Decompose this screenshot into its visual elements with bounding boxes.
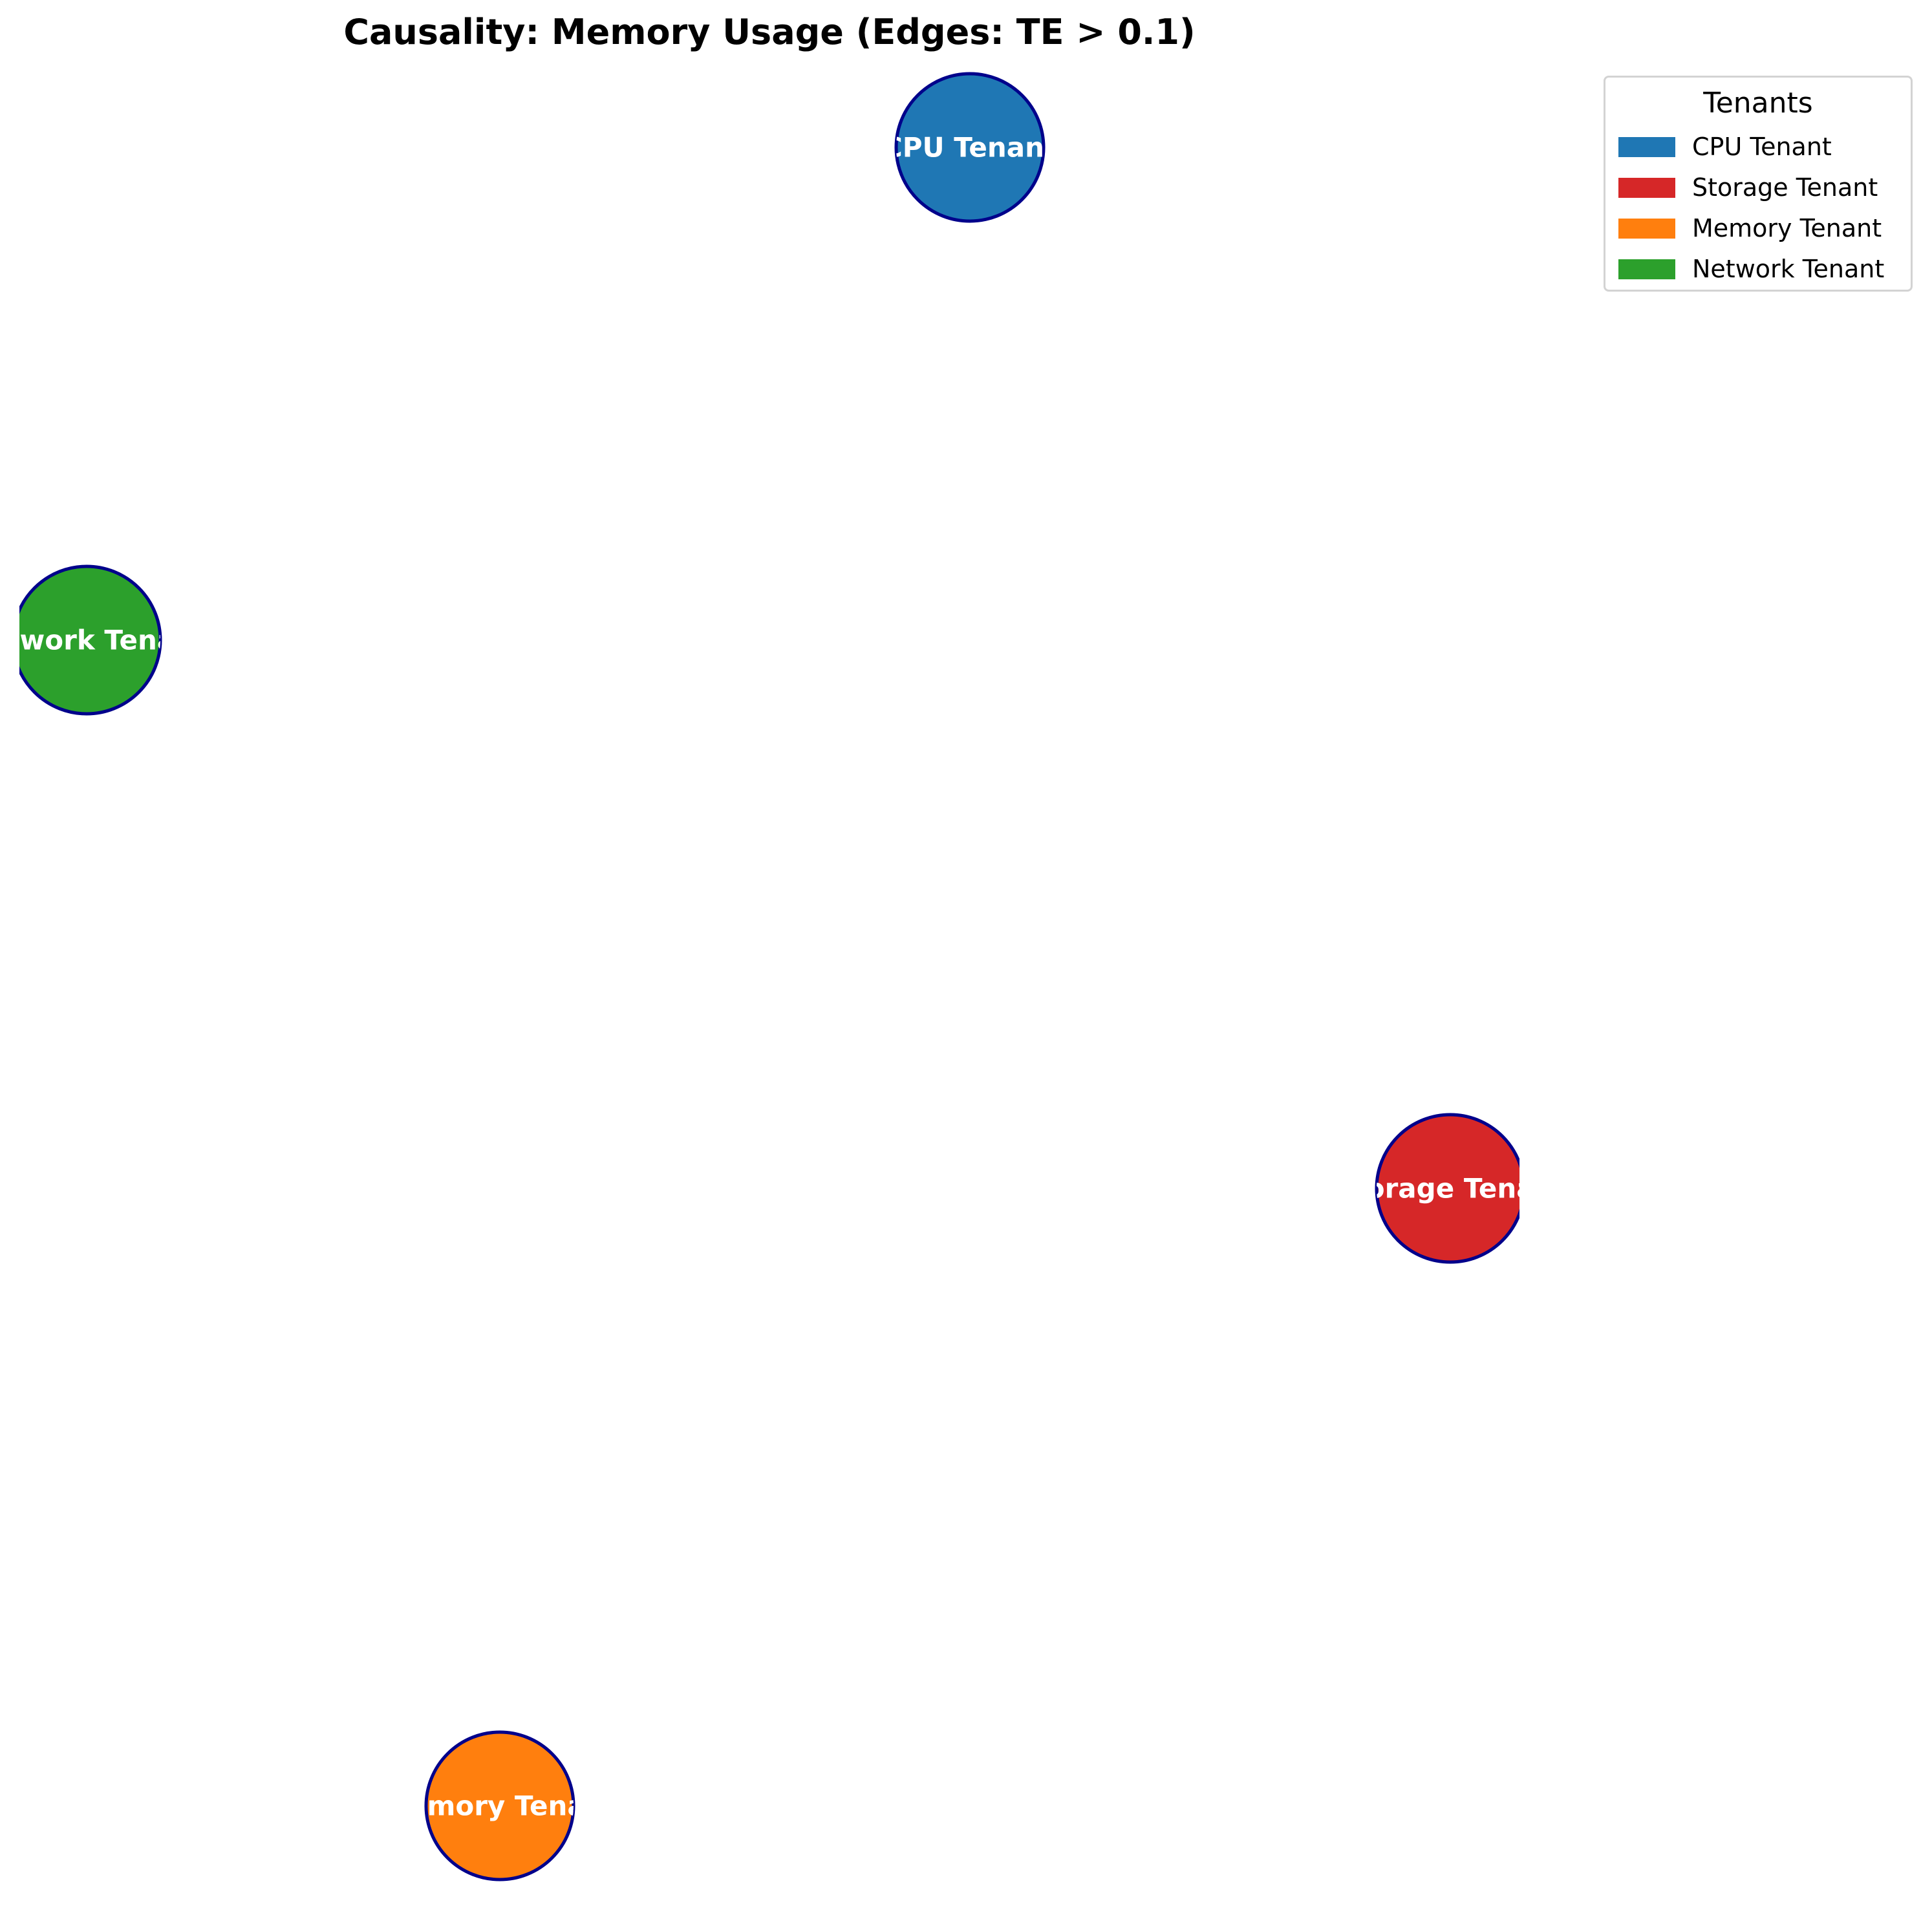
legend-swatch-storage xyxy=(1618,178,1675,198)
legend-swatch-memory xyxy=(1618,219,1675,239)
legend-item-memory-tenant: Memory Tenant xyxy=(1605,214,1911,242)
node-label-network: Network Tenant xyxy=(19,625,208,656)
chart-title: Causality: Memory Usage (Edges: TE > 0.1… xyxy=(343,12,1196,52)
legend-item-network-tenant: Network Tenant xyxy=(1605,255,1911,283)
legend-swatch-network xyxy=(1618,259,1675,279)
legend: Tenants CPU Tenant Storage Tenant Memory… xyxy=(1604,76,1913,292)
graph-canvas: CPU Tenant Network Tenant Storage Tenant Me… xyxy=(19,72,1519,1881)
legend-swatch-cpu xyxy=(1618,137,1675,157)
node-label-memory: Memory Tenant xyxy=(381,1790,617,1822)
legend-label-memory: Memory Tenant xyxy=(1692,214,1882,242)
legend-label-storage: Storage Tenant xyxy=(1692,173,1878,202)
node-circle-memory xyxy=(424,1730,575,1881)
network-graph: CPU Tenant Network Tenant Storage Tenant Me… xyxy=(19,58,1519,1898)
node-cpu-tenant: CPU Tenant xyxy=(883,72,1057,223)
legend-title: Tenants xyxy=(1703,87,1813,120)
node-memory-tenant: Memory Tenant xyxy=(381,1730,617,1881)
legend-item-cpu-tenant: CPU Tenant xyxy=(1605,133,1911,161)
legend-item-storage-tenant: Storage Tenant xyxy=(1605,173,1911,202)
node-storage-tenant: Storage Tenant xyxy=(1333,1113,1519,1264)
node-circle-storage xyxy=(1375,1113,1519,1264)
node-network-tenant: Network Tenant xyxy=(19,564,208,716)
legend-label-cpu: CPU Tenant xyxy=(1692,133,1832,161)
node-label-cpu: CPU Tenant xyxy=(883,132,1057,164)
node-label-storage: Storage Tenant xyxy=(1333,1173,1519,1205)
node-circle-cpu xyxy=(894,72,1046,223)
node-circle-network xyxy=(19,564,162,716)
legend-label-network: Network Tenant xyxy=(1692,255,1885,283)
